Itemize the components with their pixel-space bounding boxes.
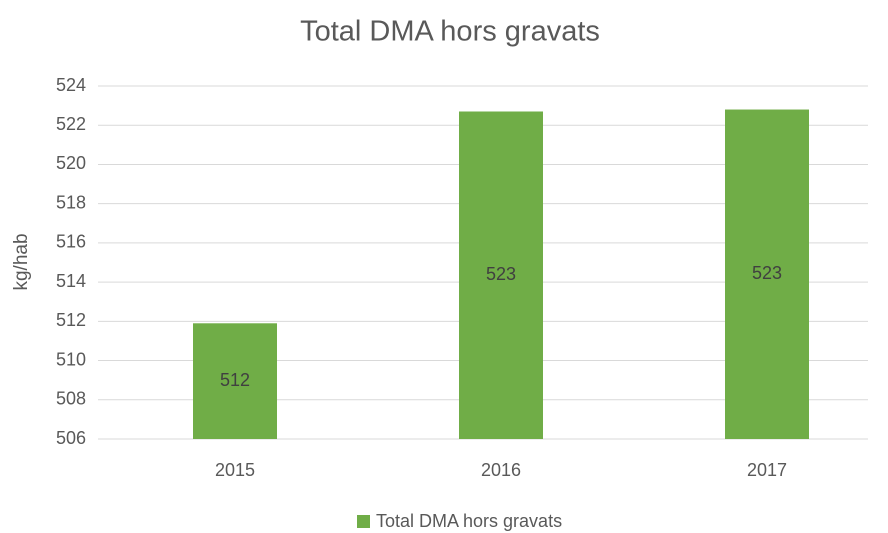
- y-tick-label: 516: [56, 232, 86, 252]
- legend-label: Total DMA hors gravats: [376, 511, 562, 531]
- value-label: 523: [752, 263, 782, 283]
- y-tick-label: 524: [56, 75, 86, 95]
- y-tick-label: 518: [56, 192, 86, 212]
- y-tick-label: 520: [56, 153, 86, 173]
- chart-title: Total DMA hors gravats: [300, 16, 600, 48]
- x-tick-label: 2015: [215, 460, 255, 480]
- y-tick-label: 510: [56, 349, 86, 369]
- bar: [193, 323, 277, 439]
- value-label: 512: [220, 370, 250, 390]
- y-tick-label: 522: [56, 114, 86, 134]
- y-tick-label: 506: [56, 428, 86, 448]
- bar: [459, 111, 543, 439]
- value-label: 523: [486, 264, 516, 284]
- y-tick-label: 514: [56, 271, 86, 291]
- legend-swatch: [357, 515, 370, 528]
- y-tick-label: 512: [56, 310, 86, 330]
- bar: [725, 109, 809, 440]
- x-tick-label: 2017: [747, 460, 787, 480]
- y-tick-label: 508: [56, 389, 86, 409]
- x-tick-label: 2016: [481, 460, 521, 480]
- y-axis-label: kg/hab: [11, 233, 32, 290]
